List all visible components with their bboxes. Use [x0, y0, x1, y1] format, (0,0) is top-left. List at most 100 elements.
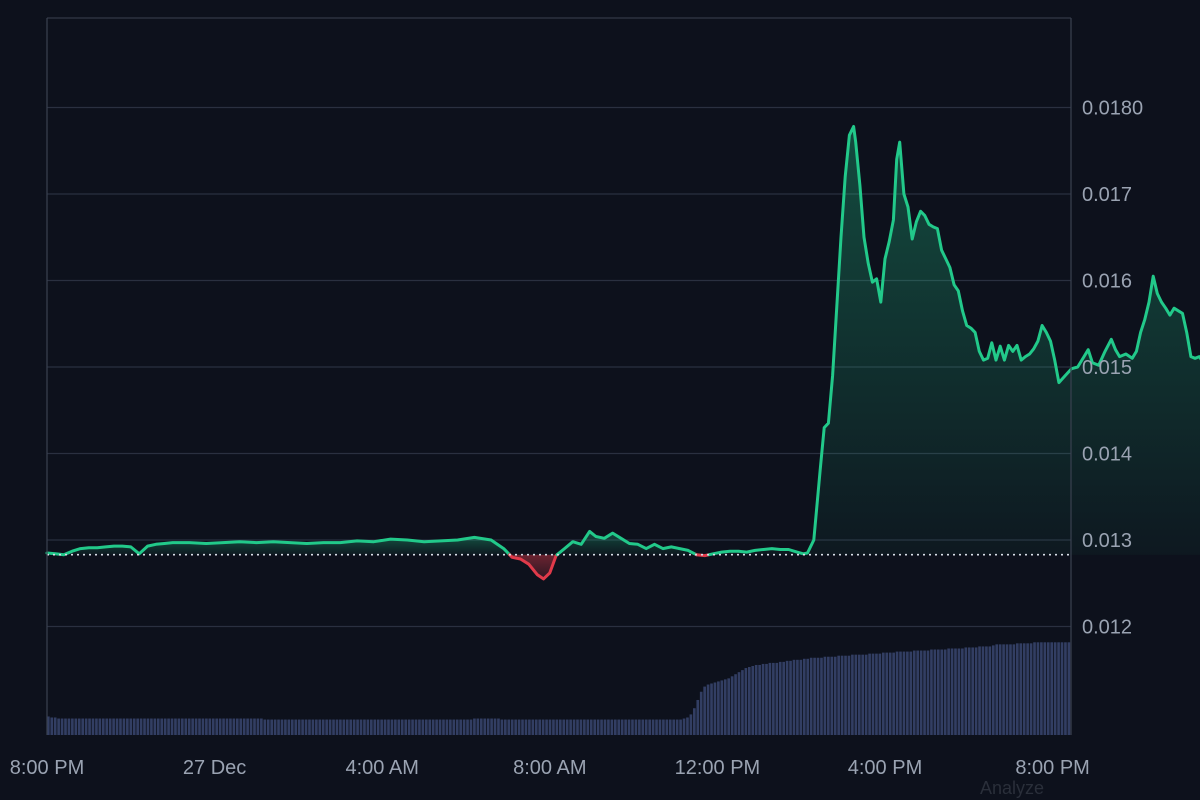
volume-bar	[943, 649, 947, 735]
volume-bar	[531, 719, 535, 735]
volume-bar	[1050, 642, 1054, 735]
volume-bar	[98, 718, 102, 735]
volume-bar	[304, 719, 308, 735]
volume-bar	[115, 718, 119, 735]
volume-bar	[95, 718, 98, 735]
volume-bar	[218, 718, 222, 735]
volume-bar	[411, 719, 414, 735]
volume-bar	[562, 719, 566, 735]
volume-bar	[747, 667, 751, 735]
volume-bar	[723, 679, 727, 735]
volume-bar	[363, 719, 366, 735]
volume-bar	[576, 719, 579, 735]
volume-bar	[428, 719, 432, 735]
volume-bar	[191, 718, 194, 735]
volume-bar	[57, 718, 60, 735]
volume-bar	[473, 718, 476, 735]
volume-bar	[559, 719, 562, 735]
volume-bar	[1046, 642, 1050, 735]
x-tick-label: 12:00 PM	[675, 757, 761, 779]
volume-bar	[119, 718, 122, 735]
volume-bar	[253, 718, 256, 735]
volume-bar	[483, 718, 487, 735]
volume-bar	[778, 661, 782, 735]
volume-bar	[167, 718, 170, 735]
volume-bar	[785, 660, 789, 735]
volume-bar	[266, 719, 270, 735]
volume-bar	[524, 719, 528, 735]
volume-bar	[507, 719, 511, 735]
volume-bar	[211, 718, 215, 735]
volume-bar	[947, 648, 950, 735]
volume-bar	[744, 668, 748, 735]
volume-bar	[782, 661, 785, 735]
volume-bar	[370, 719, 373, 735]
x-tick-label: 4:00 PM	[848, 757, 922, 779]
volume-bar	[888, 652, 892, 735]
volume-bar	[569, 719, 572, 735]
volume-bar	[418, 719, 421, 735]
volume-bar	[184, 718, 188, 735]
volume-bar	[174, 718, 177, 735]
volume-bar	[349, 719, 353, 735]
axis-frame	[46, 17, 1072, 735]
volume-bar	[586, 719, 590, 735]
volume-bar	[486, 718, 490, 735]
volume-bar	[717, 681, 720, 735]
volume-bar	[878, 653, 882, 735]
volume-bar	[875, 653, 878, 735]
area-below-baseline	[509, 554, 558, 579]
volume-bar	[799, 659, 803, 735]
volume-bar	[851, 654, 854, 735]
volume-bar	[538, 719, 542, 735]
volume-bar	[919, 650, 923, 735]
volume-bar	[260, 718, 263, 735]
volume-bar	[356, 719, 359, 735]
volume-bar	[383, 719, 387, 735]
volume-bar	[706, 684, 710, 735]
volume-bar	[916, 650, 920, 735]
volume-bar	[610, 719, 614, 735]
volume-bar	[720, 680, 724, 735]
volume-bar	[754, 664, 758, 735]
volume-bar	[703, 686, 706, 735]
volume-bar	[820, 657, 823, 735]
volume-bar	[215, 718, 219, 735]
volume-bar	[136, 718, 139, 735]
volume-bar	[1016, 643, 1019, 735]
volume-bar	[885, 652, 889, 735]
volume-bar	[1053, 642, 1057, 735]
volume-bar	[548, 719, 552, 735]
volume-bar	[765, 663, 768, 735]
volume-bar	[332, 719, 335, 735]
volume-bar	[163, 718, 167, 735]
volume-bar	[572, 719, 576, 735]
volume-bar	[772, 662, 775, 735]
volume-bar	[809, 657, 813, 735]
volume-bar	[442, 719, 445, 735]
volume-bar	[407, 719, 411, 735]
volume-bar	[301, 719, 304, 735]
volume-bar	[957, 648, 961, 735]
volume-bar	[854, 654, 858, 735]
volume-bar	[871, 653, 875, 735]
volume-bar	[270, 719, 273, 735]
volume-bar	[940, 649, 944, 735]
volume-bar	[325, 719, 328, 735]
volume-bar	[150, 718, 153, 735]
analyze-link[interactable]: Analyze	[980, 778, 1045, 798]
volume-bar	[1009, 644, 1012, 735]
volume-bar	[414, 719, 418, 735]
volume-bar	[91, 718, 95, 735]
y-tick-label: 0.015	[1082, 357, 1132, 379]
price-line-above	[707, 125, 1200, 557]
volume-bar	[930, 649, 933, 735]
volume-bar	[624, 719, 627, 735]
volume-bar	[139, 718, 143, 735]
volume-bar	[64, 718, 67, 735]
volume-bar	[431, 719, 435, 735]
volume-bar	[208, 718, 212, 735]
volume-bar	[906, 651, 909, 735]
volume-bar	[950, 648, 954, 735]
volume-bar	[1057, 642, 1060, 735]
